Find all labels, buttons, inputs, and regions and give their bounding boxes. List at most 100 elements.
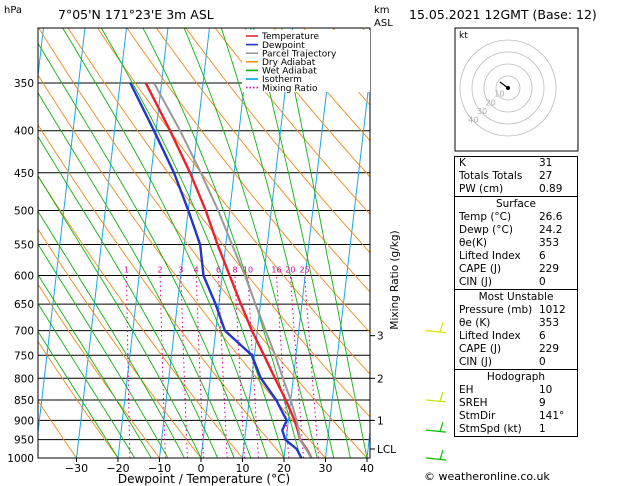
stat-row: Dewp (°C) 24.2 — [455, 224, 577, 237]
pressure-tick-label: 1000 — [7, 453, 34, 465]
mixing-ratio-line — [159, 275, 166, 458]
pressure-tick-label: 600 — [14, 271, 34, 283]
mixing-ratio-label: 3 — [178, 266, 183, 275]
credit-link[interactable]: © weatheronline.co.uk — [424, 470, 550, 483]
wet-adiabat-line — [183, 28, 318, 458]
stat-row-totals: Totals Totals 27 — [455, 170, 577, 183]
km-tick-label: 3 — [377, 331, 384, 343]
isotherm-line — [283, 28, 335, 458]
stat-value: 6 — [539, 330, 546, 342]
wind-barb — [425, 429, 447, 433]
mixing-ratio-label: 10 — [243, 266, 253, 275]
stat-value: 353 — [539, 237, 560, 249]
hodograph-ring-label: 40 — [468, 116, 478, 125]
wind-barb-flag — [439, 449, 444, 460]
dry-adiabat-line — [38, 399, 77, 458]
stat-label: θe(K) — [459, 237, 487, 249]
pressure-tick-label: 450 — [14, 168, 34, 180]
wet-adiabat-line — [38, 243, 169, 458]
series-dewpoint-line — [129, 82, 303, 458]
hodograph-storm-marker — [506, 86, 510, 90]
mixing-ratio-line — [247, 275, 259, 458]
stat-row-k: K 31 — [455, 157, 577, 170]
stat-label: Pressure (mb) — [459, 304, 533, 316]
wet-adiabat-line — [100, 28, 285, 458]
mixing-ratio-label: 20 — [285, 266, 295, 275]
stat-row: θe(K) 353 — [455, 237, 577, 250]
legend-label: Mixing Ratio — [262, 84, 318, 94]
isotherm-line — [242, 28, 293, 458]
hodograph-ring — [471, 51, 545, 125]
isotherm-line — [76, 28, 127, 458]
stat-row: CAPE (J) 229 — [455, 343, 577, 356]
stats-most-unstable-box: Most Unstable Pressure (mb) 1012 θe (K) 35… — [454, 290, 578, 370]
stat-label: StmSpd (kt) — [459, 423, 522, 435]
wind-barb — [425, 457, 447, 461]
pressure-tick-label: 750 — [14, 350, 34, 362]
pressure-tick-label: 950 — [14, 435, 34, 447]
stat-label: K — [459, 157, 466, 169]
dry-adiabat-line — [97, 28, 370, 375]
dry-adiabat-line — [38, 340, 119, 458]
wind-barbs — [425, 322, 447, 461]
legend-label: Dewpoint — [262, 41, 305, 51]
temp-tick-label: −20 — [106, 462, 129, 475]
wind-barb-flag — [439, 322, 444, 333]
km-unit-label: km — [374, 5, 390, 16]
dry-adiabat-line — [156, 28, 370, 293]
stat-row: EH 10 — [455, 384, 577, 397]
temp-tick-label: 40 — [360, 462, 374, 475]
stats-top-box: K 31 Totals Totals 27 PW (cm) 0.89 — [454, 156, 578, 197]
legend-label: Parcel Trajectory — [262, 49, 337, 59]
mixing-ratio-label: 16 — [271, 266, 281, 275]
legend-label: Dry Adiabat — [262, 58, 316, 68]
wet-adiabat-line — [62, 28, 268, 458]
pressure-tick-label: 850 — [14, 395, 34, 407]
stat-value: 1012 — [539, 304, 566, 316]
wind-barb-flag — [439, 391, 444, 402]
mixing-ratio-label: 4 — [194, 266, 199, 275]
stat-value: 26.6 — [539, 211, 563, 223]
stat-value: 1 — [539, 423, 546, 435]
dry-adiabat-line — [38, 28, 368, 458]
temp-tick-label: 0 — [198, 462, 205, 475]
wet-adiabat-line — [38, 174, 202, 458]
wet-adiabat-line — [38, 330, 119, 458]
stat-label: Lifted Index — [459, 250, 521, 262]
km-tick-label: 1 — [377, 415, 384, 427]
mixing-ratio-line — [304, 275, 320, 458]
stat-label: Dewp (°C) — [459, 224, 513, 236]
stat-value: 24.2 — [539, 224, 563, 236]
datetime-label: 15.05.2021 12GMT (Base: 12) — [409, 7, 597, 22]
stat-value: 0 — [539, 356, 546, 368]
dry-adiabat-line — [244, 28, 370, 178]
hodograph-ring-label: 10 — [494, 90, 504, 99]
wind-barb-flag — [439, 421, 444, 432]
chart-grid: 1 2 3 4 6 8 10 16 20 25 — [38, 28, 459, 458]
hodograph-unit-label: kt — [459, 31, 468, 41]
pressure-tick-label: 700 — [14, 326, 34, 338]
stat-label: Temp (°C) — [459, 211, 512, 223]
mixing-ratio-line — [289, 275, 305, 458]
stat-row: Temp (°C) 26.6 — [455, 211, 577, 224]
stat-label: Lifted Index — [459, 330, 521, 342]
stat-value: 27 — [539, 170, 553, 182]
wet-adiabat-line — [253, 28, 351, 458]
wet-adiabat-line — [38, 92, 235, 458]
legend-label: Isotherm — [262, 75, 302, 85]
wet-adiabat-line — [281, 28, 368, 458]
hpa-unit-label: hPa — [4, 5, 22, 16]
dry-adiabat-line — [67, 28, 370, 418]
isotherm-line — [409, 28, 459, 458]
isotherm-line — [159, 28, 210, 458]
legend-label: Wet Adiabat — [262, 67, 317, 77]
plot-frame — [37, 27, 371, 459]
hodograph-frame — [454, 27, 579, 152]
mixing-ratio-axis-label: Mixing Ratio (g/kg) — [389, 230, 401, 329]
stat-label: SREH — [459, 397, 488, 409]
mixing-ratio-label: 2 — [158, 266, 163, 275]
km-tick-label: 2 — [377, 373, 384, 385]
pressure-tick-label: 550 — [14, 240, 34, 252]
asl-unit-label: ASL — [374, 18, 393, 29]
wet-adiabat-line — [38, 42, 252, 458]
